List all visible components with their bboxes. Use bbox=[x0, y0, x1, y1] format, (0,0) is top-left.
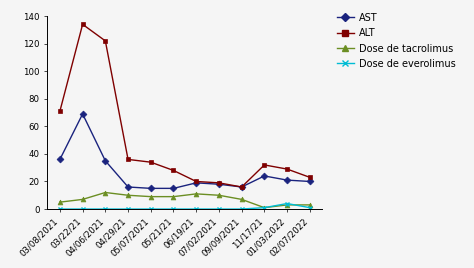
Legend: AST, ALT, Dose de tacrolimus, Dose de everolimus: AST, ALT, Dose de tacrolimus, Dose de ev… bbox=[337, 13, 456, 69]
